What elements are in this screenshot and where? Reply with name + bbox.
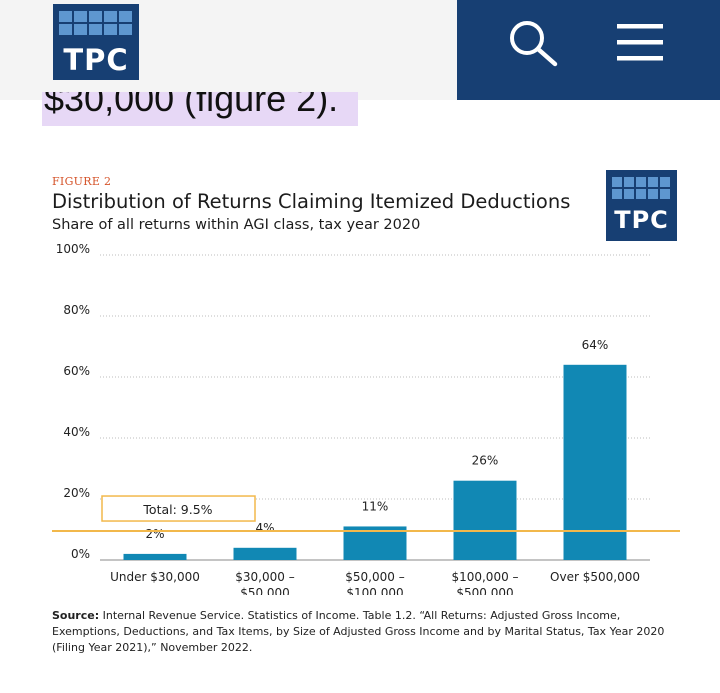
x-tick-label: $50,000 [240,586,290,595]
figure-subtitle: Share of all returns within AGI class, t… [52,217,421,233]
y-tick-label: 60% [63,364,90,378]
y-tick-label: 100% [56,242,90,256]
logo-squares-icon [59,11,133,37]
bar-value-label: 2% [145,527,164,541]
x-tick-label: $500,000 [456,586,513,595]
previous-text-highlight: $30,000 (figure 2). [42,92,358,126]
bar-value-label: 64% [582,338,609,352]
bar-value-label: 26% [472,454,499,468]
site-logo[interactable]: TPC [53,4,139,80]
x-tick-label: Under $30,000 [110,570,200,584]
x-tick-label: $100,000 [346,586,403,595]
total-label: Total: 9.5% [142,502,212,517]
search-icon[interactable] [505,16,563,68]
site-header: TPC [0,0,720,100]
bar-value-label: 11% [362,499,389,513]
header-right-panel [457,0,720,100]
bar-value-label: 4% [255,521,274,535]
logo-squares-icon [612,177,672,201]
bar-chart: 0% 20% 40% 60% 80% 100% 2% Under $30,000 4% $30,0… [52,242,680,595]
figure-label: FIGURE 2 [52,175,112,188]
y-tick-label: 40% [63,425,90,439]
y-tick-label: 0% [71,547,90,561]
hamburger-menu-icon[interactable] [615,18,667,68]
bar [563,364,627,560]
bar [343,526,407,560]
source-text: Internal Revenue Service. Statistics of … [52,609,665,654]
source-label: Source: [52,609,100,622]
x-tick-label: $30,000 – [235,570,294,584]
logo-text: TPC [63,43,129,77]
bar [123,553,187,560]
previous-text: $30,000 (figure 2). [44,92,339,119]
bar [453,480,517,560]
x-tick-label: $50,000 – [345,570,404,584]
source-note: Source: Internal Revenue Service. Statis… [52,608,672,656]
bar [233,547,297,560]
total-label-box [101,495,256,522]
figure-logo: TPC [606,170,677,241]
x-tick-label: $100,000 – [451,570,518,584]
y-tick-label: 20% [63,486,90,500]
x-tick-label: Over $500,000 [550,570,640,584]
figure-title: Distribution of Returns Claiming Itemize… [52,190,571,213]
figure-logo-text: TPC [614,206,669,234]
y-tick-label: 80% [63,303,90,317]
